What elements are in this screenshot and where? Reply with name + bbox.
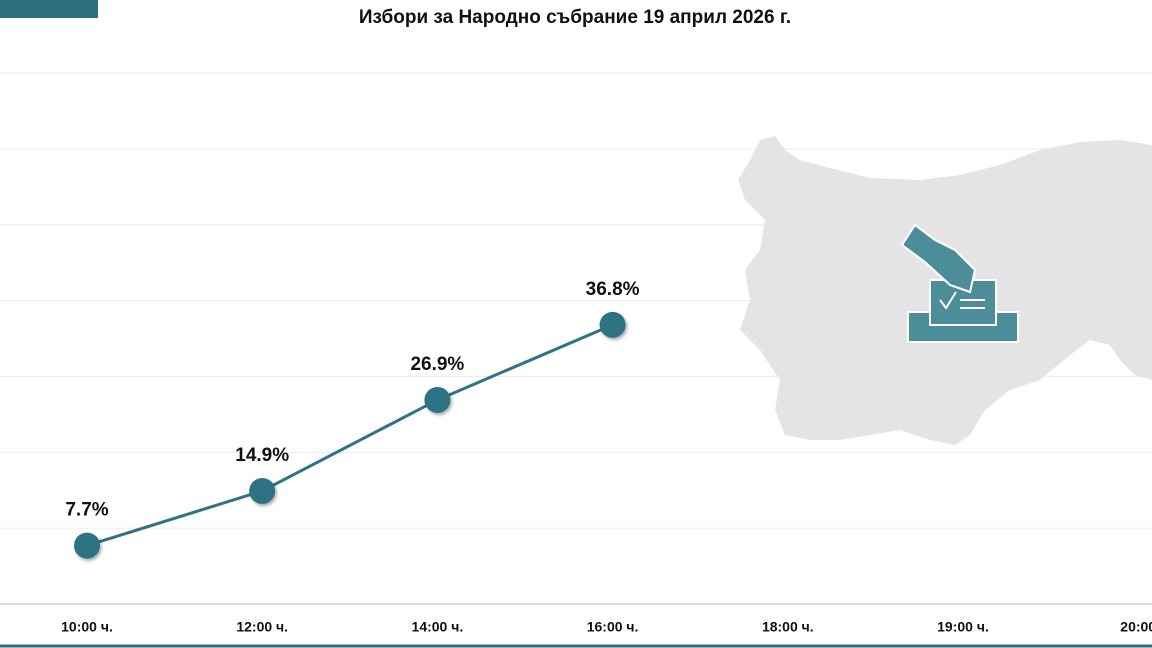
marker [424, 386, 451, 413]
x-tick-label: 14:00 ч. [412, 619, 464, 635]
x-tick-label: 12:00 ч. [236, 619, 288, 635]
data-label: 36.8% [586, 279, 640, 300]
x-tick-label: 18:00 ч. [762, 619, 814, 635]
marker [599, 311, 626, 338]
data-label: 26.9% [410, 354, 464, 375]
x-tick-label: 20:00 [1120, 619, 1152, 635]
data-label: 14.9% [235, 445, 289, 466]
x-tick-label: 10:00 ч. [61, 619, 113, 635]
marker [74, 532, 100, 559]
chart-title: Избори за Народно събрание 19 април 2026… [359, 7, 791, 28]
x-tick-label: 19:00 ч. [937, 619, 989, 635]
data-label: 7.7% [65, 500, 108, 521]
corner-tab [0, 0, 98, 18]
marker [249, 477, 276, 504]
plot: 10:00 ч. 12:00 ч. 14:00 ч. 16:00 ч. 18:00 ч.… [61, 279, 1152, 635]
ballot-icon [900, 223, 1019, 343]
grid [0, 72, 1152, 605]
series-line [86, 323, 614, 548]
x-tick-label: 16:00 ч. [587, 619, 639, 635]
